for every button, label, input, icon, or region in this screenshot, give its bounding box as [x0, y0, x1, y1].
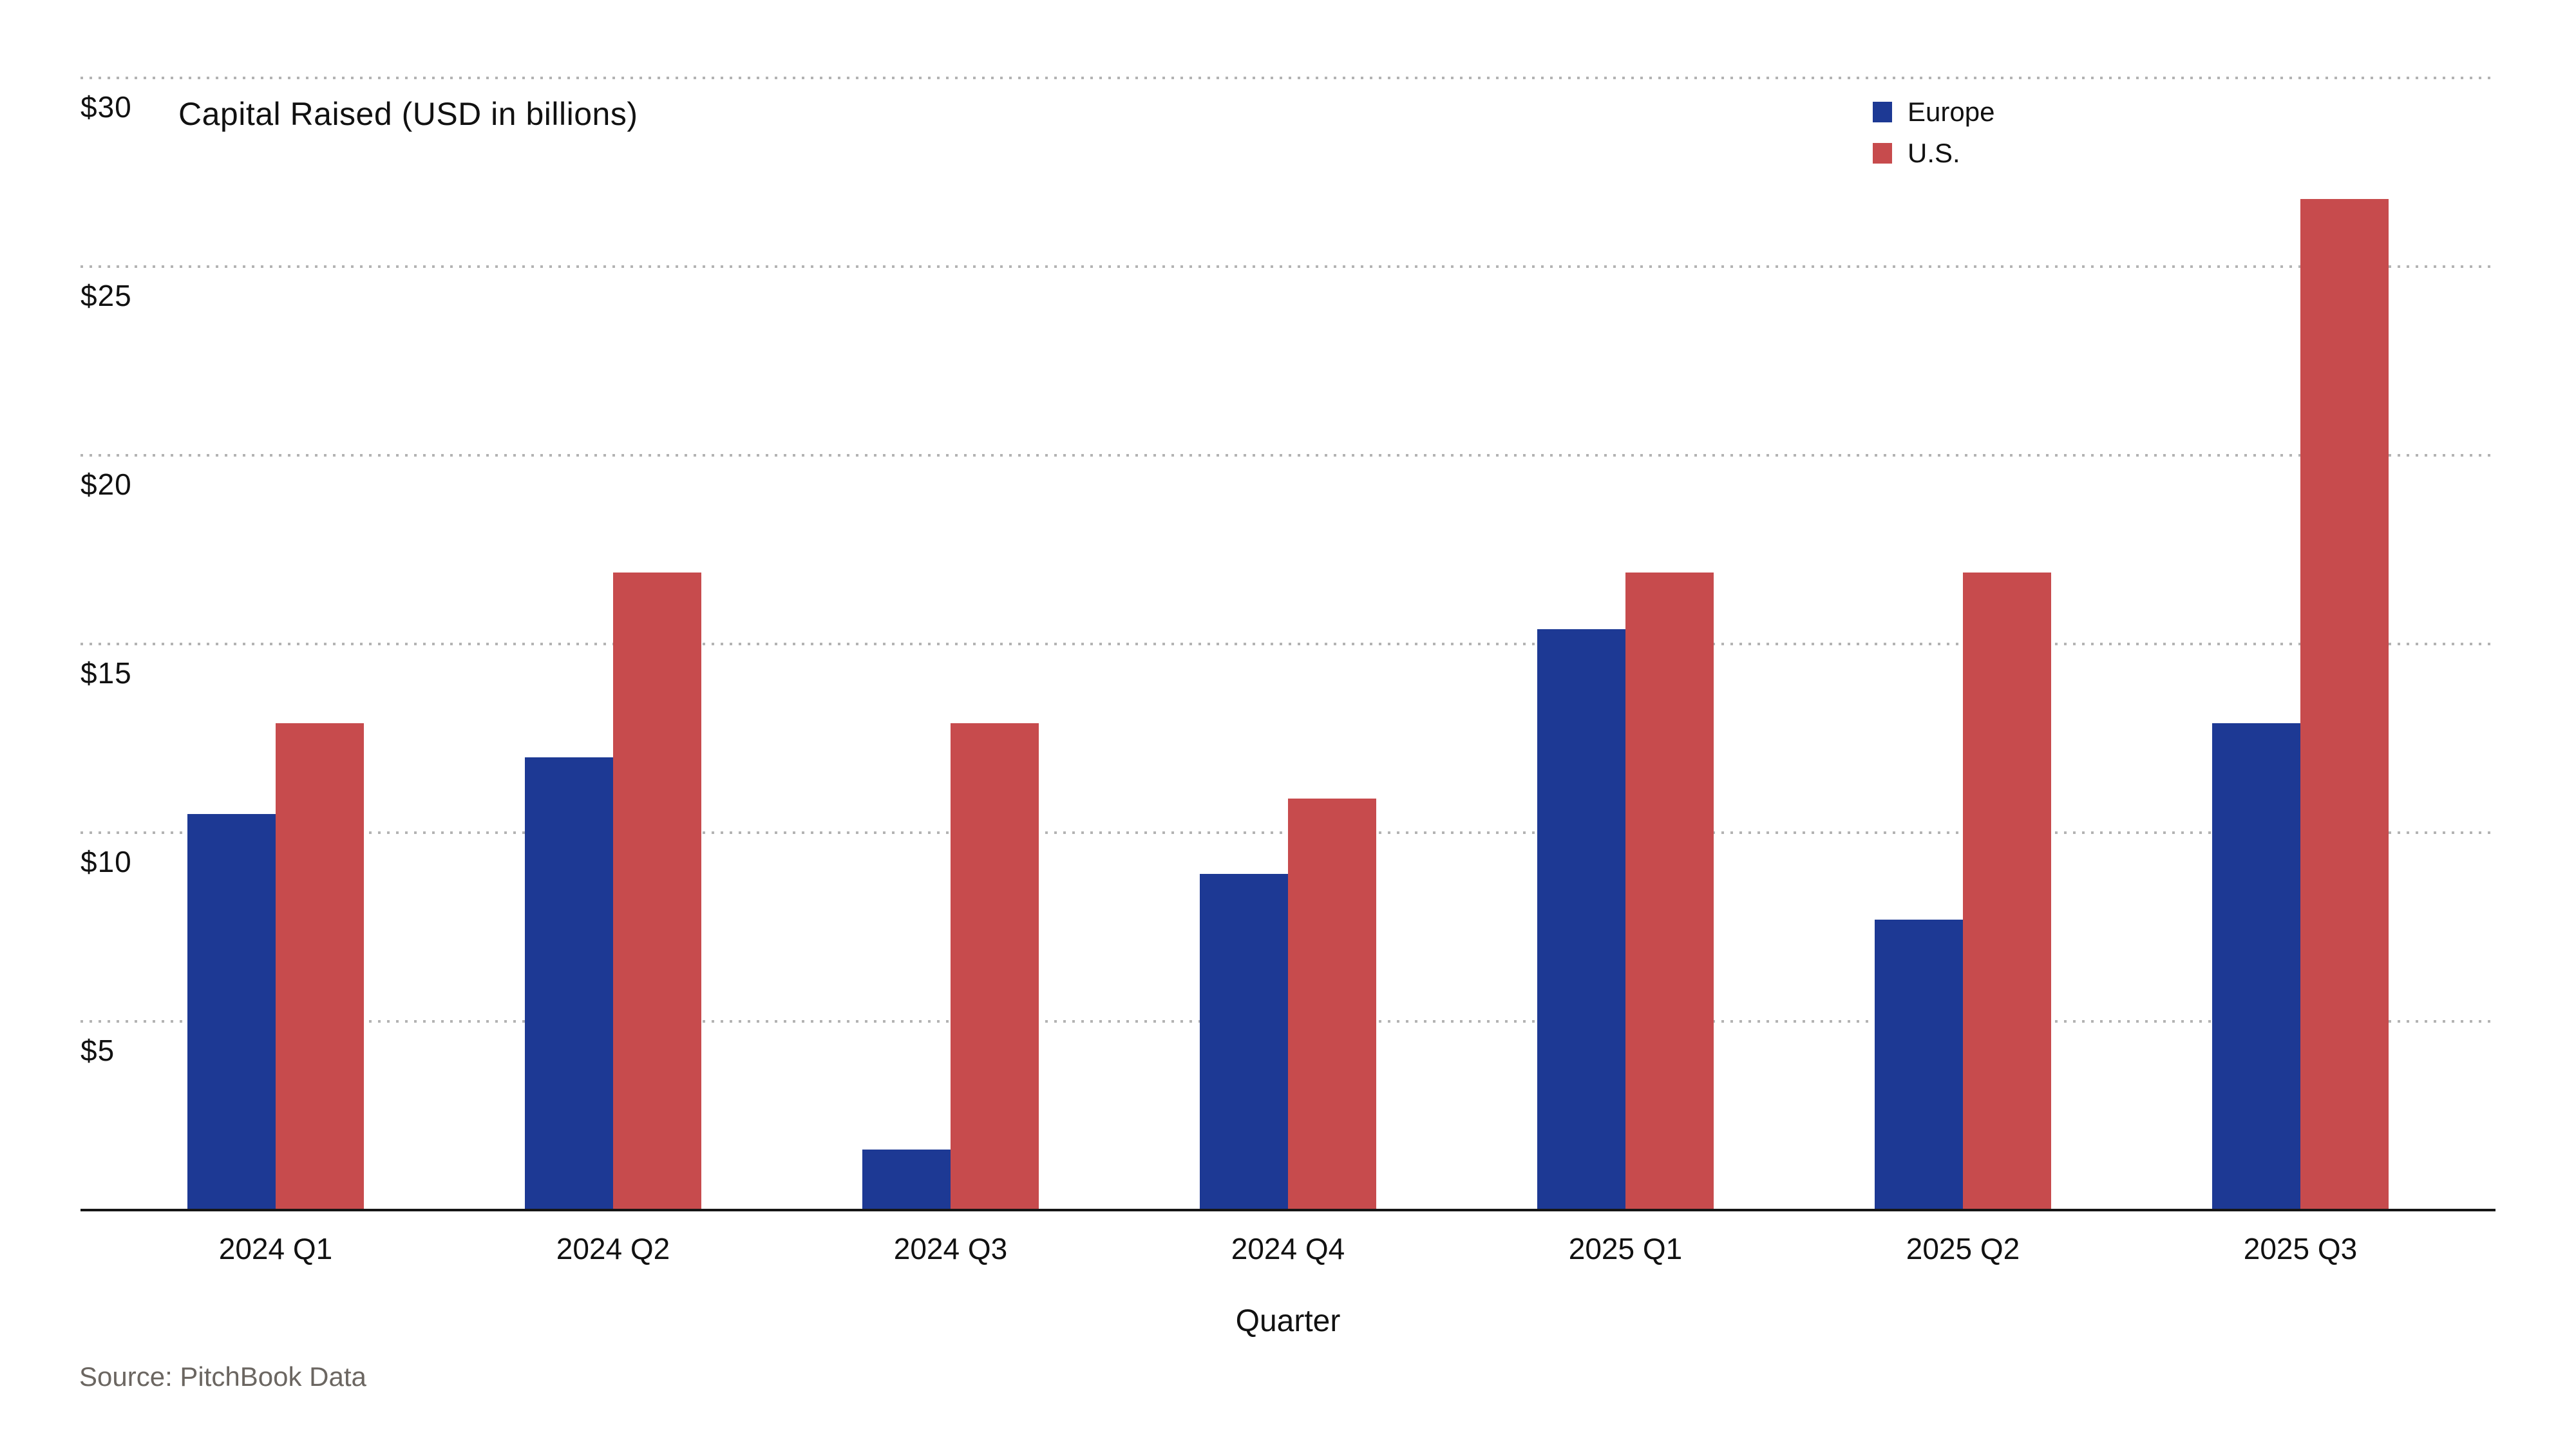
x-axis-title: Quarter	[1235, 1304, 1341, 1338]
europe-swatch-icon	[1873, 102, 1892, 122]
gridline-25	[80, 265, 2496, 268]
x-tick-label: 2024 Q2	[556, 1232, 670, 1265]
us-swatch-icon	[1873, 143, 1892, 164]
bar-europe-2025-q3	[2212, 723, 2300, 1210]
gridline-20	[80, 454, 2496, 457]
legend-label-europe: Europe	[1908, 97, 1995, 127]
source-note: Source: PitchBook Data	[79, 1361, 366, 1392]
y-tick-label: $15	[80, 656, 132, 690]
gridline-30	[80, 77, 2496, 79]
legend-item-us: U.S.	[1873, 138, 1994, 169]
bar-us-2025-q2	[1963, 573, 2051, 1210]
bar-us-2025-q3	[2300, 199, 2389, 1210]
gridline-15	[80, 643, 2496, 645]
x-tick-label: 2025 Q2	[1906, 1232, 2020, 1265]
bar-europe-2024-q2	[525, 757, 613, 1210]
chart-title: Capital Raised (USD in billions)	[178, 96, 638, 132]
bar-us-2024-q2	[613, 573, 701, 1210]
bar-europe-2024-q3	[862, 1150, 951, 1210]
bar-europe-2025-q2	[1875, 920, 1963, 1210]
bar-europe-2024-q4	[1200, 874, 1288, 1210]
y-tick-label: $30	[80, 90, 132, 124]
x-tick-label: 2024 Q3	[893, 1232, 1008, 1265]
x-tick-label: 2025 Q3	[2243, 1232, 2358, 1265]
x-tick-label: 2024 Q4	[1231, 1232, 1345, 1265]
legend: Europe U.S.	[1873, 97, 1994, 169]
legend-label-us: U.S.	[1908, 138, 1960, 168]
y-tick-label: $5	[80, 1034, 115, 1067]
y-tick-label: $25	[80, 279, 132, 312]
x-axis-line	[80, 1209, 2496, 1211]
bar-us-2024-q4	[1288, 799, 1376, 1210]
legend-item-europe: Europe	[1873, 97, 1994, 128]
bar-us-2024-q3	[951, 723, 1039, 1210]
bar-europe-2025-q1	[1537, 629, 1625, 1210]
y-tick-label: $20	[80, 468, 132, 501]
bar-us-2025-q1	[1625, 573, 1714, 1210]
bar-us-2024-q1	[276, 723, 364, 1210]
y-tick-label: $10	[80, 845, 132, 878]
x-tick-label: 2025 Q1	[1568, 1232, 1683, 1265]
x-tick-label: 2024 Q1	[218, 1232, 333, 1265]
bar-europe-2024-q1	[187, 814, 276, 1210]
